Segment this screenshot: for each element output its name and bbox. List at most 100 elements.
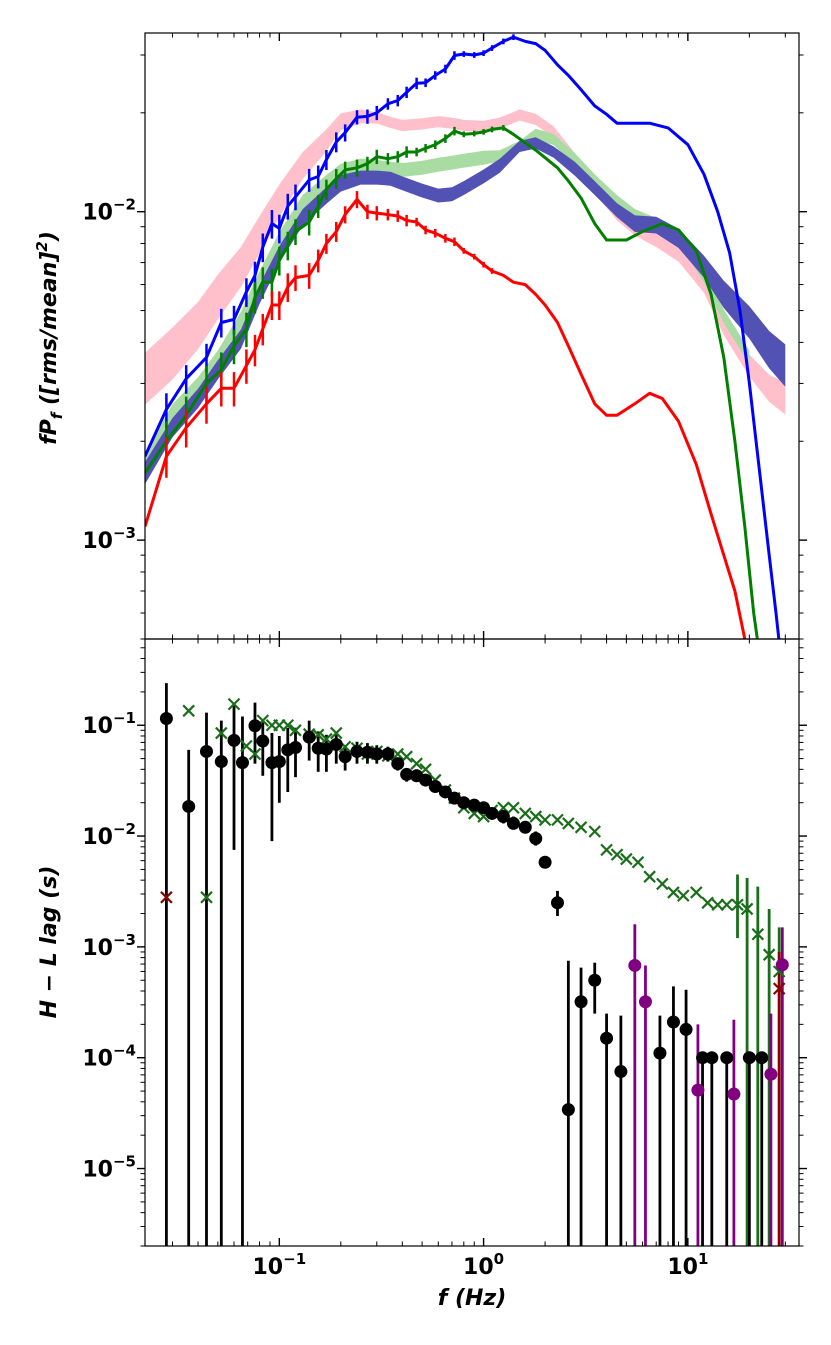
lag-point-black-points xyxy=(159,712,173,726)
bottom-y-tick-labels: 10−1 10−2 10−3 10−4 10−5 xyxy=(82,709,136,1182)
lag-point-black-points xyxy=(561,1103,575,1117)
lag-cross-green-crosses xyxy=(289,724,302,737)
lag-cross-green-crosses xyxy=(643,870,656,883)
lag-cross-green-crosses xyxy=(538,813,552,827)
lag-cross-green-crosses xyxy=(690,886,703,899)
lag-point-black-points xyxy=(381,747,395,761)
lag-point-purple-points xyxy=(691,1083,705,1097)
lag-point-black-points xyxy=(720,1051,734,1065)
lag-point-black-points xyxy=(506,816,520,830)
lag-point-black-points xyxy=(457,796,471,810)
lag-point-black-points xyxy=(391,757,405,771)
y-tick-label: 10−3 xyxy=(82,931,136,961)
lag-point-black-points xyxy=(600,1031,614,1045)
lag-point-black-points xyxy=(538,855,552,869)
x-tick-label: 100 xyxy=(463,1250,504,1280)
lag-cross-green-crosses xyxy=(588,825,602,838)
lag-point-black-points xyxy=(679,1022,693,1036)
lag-cross-green-crosses xyxy=(529,810,543,823)
lag-cross-green-crosses xyxy=(551,813,564,827)
lag-markers xyxy=(159,697,789,1117)
lag-point-black-points xyxy=(400,767,414,781)
fpf-error-bars xyxy=(165,34,515,478)
lag-cross-green-crosses xyxy=(227,697,241,711)
bottom-axis-ticks xyxy=(137,639,807,1247)
lag-point-black-points xyxy=(302,730,316,744)
lag-point-black-points xyxy=(329,738,343,752)
variability-bands xyxy=(145,109,786,485)
lag-cross-green-crosses xyxy=(215,726,228,740)
lag-point-black-points xyxy=(288,740,302,754)
lag-point-black-points xyxy=(588,973,602,987)
band-blue-band xyxy=(145,137,786,485)
lag-point-black-points xyxy=(653,1046,667,1060)
lag-point-black-points xyxy=(256,734,270,748)
lag-point-black-points xyxy=(485,806,499,820)
lag-point-purple-points xyxy=(638,995,652,1009)
x-tick-label: 10−1 xyxy=(253,1250,307,1280)
lag-cross-green-crosses xyxy=(182,704,195,718)
lag-point-black-points xyxy=(248,719,262,733)
y-tick-label: 10−3 xyxy=(82,524,136,554)
x-tick-label: 101 xyxy=(667,1250,708,1280)
lag-cross-green-crosses xyxy=(519,807,532,820)
lag-point-black-points xyxy=(705,1051,719,1065)
lag-cross-green-crosses xyxy=(329,726,343,740)
lag-cross-green-crosses xyxy=(610,848,624,861)
lag-point-black-points xyxy=(319,742,333,756)
top-y-axis-title: fPf ([rms/mean]2) xyxy=(33,231,66,445)
lag-cross-green-crosses xyxy=(711,898,724,912)
lag-point-black-points xyxy=(755,1051,769,1065)
x-tick-labels: 10−1 100 101 xyxy=(253,1250,709,1280)
bottom-y-axis-title: H − L lag (s) xyxy=(37,866,62,1019)
lag-cross-green-crosses xyxy=(391,747,405,761)
top-panel-fpf: 10−2 10−3 fPf ([rms/mean]2) xyxy=(33,32,807,640)
lag-cross-green-crosses xyxy=(562,817,575,830)
lag-point-black-points xyxy=(199,744,213,758)
lag-cross-green-crosses xyxy=(248,747,262,761)
lag-cross-green-crosses xyxy=(751,927,765,941)
band-light-green-band xyxy=(145,128,750,476)
lag-cross-green-crosses xyxy=(574,821,588,834)
lag-cross-green-crosses xyxy=(762,948,776,961)
lag-point-black-points xyxy=(235,756,249,770)
lag-cross-green-crosses xyxy=(281,718,295,732)
lag-cross-green-crosses xyxy=(200,891,213,904)
lag-cross-green-crosses xyxy=(410,757,423,770)
lag-cross-green-crosses xyxy=(720,898,734,912)
lag-point-black-points xyxy=(550,896,564,910)
lag-point-black-points xyxy=(529,832,543,846)
lag-point-black-points xyxy=(227,733,241,747)
y-tick-label: 10−2 xyxy=(82,196,136,226)
lag-point-black-points xyxy=(350,744,364,758)
lag-point-black-points xyxy=(370,747,384,761)
line-red xyxy=(145,197,747,639)
lag-point-black-points xyxy=(496,810,510,824)
bottom-plot-frame xyxy=(144,638,800,1247)
lag-point-black-points xyxy=(214,755,228,769)
lag-point-purple-points xyxy=(764,1067,778,1081)
lag-point-purple-points xyxy=(727,1087,741,1101)
lag-point-purple-points xyxy=(775,958,789,972)
lag-point-black-points xyxy=(614,1065,628,1079)
lag-cross-green-crosses xyxy=(701,896,714,910)
lag-cross-dark-red-crosses xyxy=(772,982,786,995)
lag-cross-dark-red-crosses xyxy=(160,891,173,904)
lag-point-black-points xyxy=(696,1051,710,1065)
y-tick-label: 10−1 xyxy=(82,709,136,739)
y-tick-label: 10−2 xyxy=(82,820,136,850)
lag-cross-green-crosses xyxy=(600,843,613,857)
y-tick-label: 10−5 xyxy=(82,1153,136,1183)
top-axis-ticks xyxy=(137,33,807,640)
lag-cross-green-crosses xyxy=(631,856,645,869)
lag-point-black-points xyxy=(428,780,442,794)
lag-cross-green-crosses xyxy=(677,889,690,902)
lag-point-black-points xyxy=(272,755,286,769)
lag-point-black-points xyxy=(438,785,452,799)
lag-cross-green-crosses xyxy=(740,902,754,916)
lag-cross-green-crosses xyxy=(656,877,669,891)
lag-cross-green-crosses xyxy=(731,898,744,912)
top-y-tick-labels: 10−2 10−3 xyxy=(82,196,136,554)
x-axis-title: f (Hz) xyxy=(438,1286,507,1311)
